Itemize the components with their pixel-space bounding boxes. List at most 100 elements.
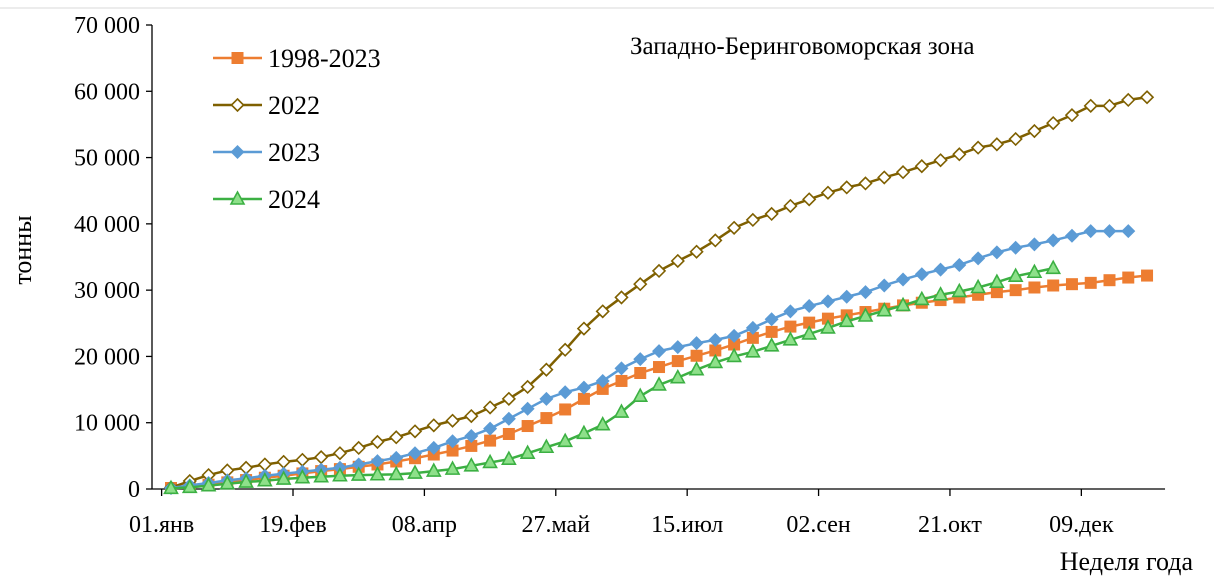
data-point [989,273,1005,288]
data-point [539,362,554,377]
data-point [501,391,516,406]
y-tick-label: 50 000 [74,146,140,172]
data-point [726,347,742,363]
data-point [557,432,574,448]
data-point [332,446,348,461]
data-point [257,472,273,487]
data-point [1083,224,1098,239]
legend: 1998-2023 2022 2023 2024 [213,44,381,214]
data-point [1139,90,1155,105]
x-axis: 01.янв 19.фев 08.апр 27.май 15.июл 02.сен 21.о… [129,488,1166,538]
data-point [728,338,741,351]
data-point [932,286,949,301]
data-point [407,424,423,439]
data-point [465,439,478,452]
data-point [933,153,948,168]
data-point [181,478,198,494]
legend-marker [230,97,245,113]
data-point [670,340,685,355]
data-point [576,321,592,336]
data-point [951,282,968,298]
data-point [821,312,834,325]
data-point [445,413,460,428]
data-point [802,299,817,314]
data-point [839,180,854,195]
data-point [520,379,535,395]
series-2023 [164,224,1136,496]
legend-marker [231,52,244,64]
data-point [389,450,404,465]
data-point [763,337,780,352]
data-point [876,302,893,317]
data-point [519,444,536,460]
data-point [857,307,874,322]
legend-item: 2022 [213,91,320,120]
data-point [933,262,948,277]
legend-item: 2023 [213,138,320,167]
data-point [559,403,572,416]
data-point [670,253,685,269]
data-point [295,452,310,467]
data-point [896,272,911,287]
data-point [332,467,348,482]
data-point [520,401,535,416]
data-point [689,336,704,351]
data-point [1026,263,1043,279]
data-point [314,450,329,465]
data-point [463,457,480,472]
data-point [877,170,892,185]
legend-item: 1998-2023 [213,44,381,73]
data-point [445,434,460,449]
x-tick-label: 08.апр [392,512,457,538]
data-point [1008,131,1023,147]
data-point [389,430,404,445]
data-point [576,424,592,440]
data-point [820,294,835,309]
data-point [484,434,497,447]
data-point [350,466,367,481]
legend-label: 1998-2023 [268,44,381,73]
data-point [1102,224,1117,239]
data-point [651,376,667,391]
data-point [1121,224,1136,239]
data-point [690,349,703,362]
legend-marker [229,190,246,205]
data-point [482,453,498,469]
data-point [970,140,986,155]
data-point [989,245,1004,260]
x-tick-label: 09.дек [1049,512,1114,538]
data-point [351,457,366,472]
data-point [501,411,516,426]
data-point [219,475,236,490]
data-point [913,290,930,306]
data-point [1084,276,1097,289]
x-axis-title: Неделя года [1060,547,1194,576]
data-point [632,387,649,403]
data-point [709,344,722,357]
data-point [764,312,779,327]
data-point [294,469,311,484]
data-point [558,385,573,400]
data-point [313,468,330,483]
data-point [783,198,798,214]
data-point [577,392,590,405]
legend-label: 2022 [268,91,320,120]
data-point [838,312,855,328]
data-point [613,403,630,418]
data-point [163,479,179,495]
data-point [388,465,405,481]
data-point [540,412,553,425]
data-point [669,368,686,384]
data-point [1007,267,1024,283]
data-point [595,373,610,388]
series-2024 [163,259,1062,495]
data-point [483,421,498,436]
data-point [482,400,498,415]
data-point [727,328,742,343]
data-point [464,408,479,424]
data-point [1046,233,1061,248]
data-point [970,278,986,294]
data-point [726,220,742,235]
data-point [783,304,798,319]
